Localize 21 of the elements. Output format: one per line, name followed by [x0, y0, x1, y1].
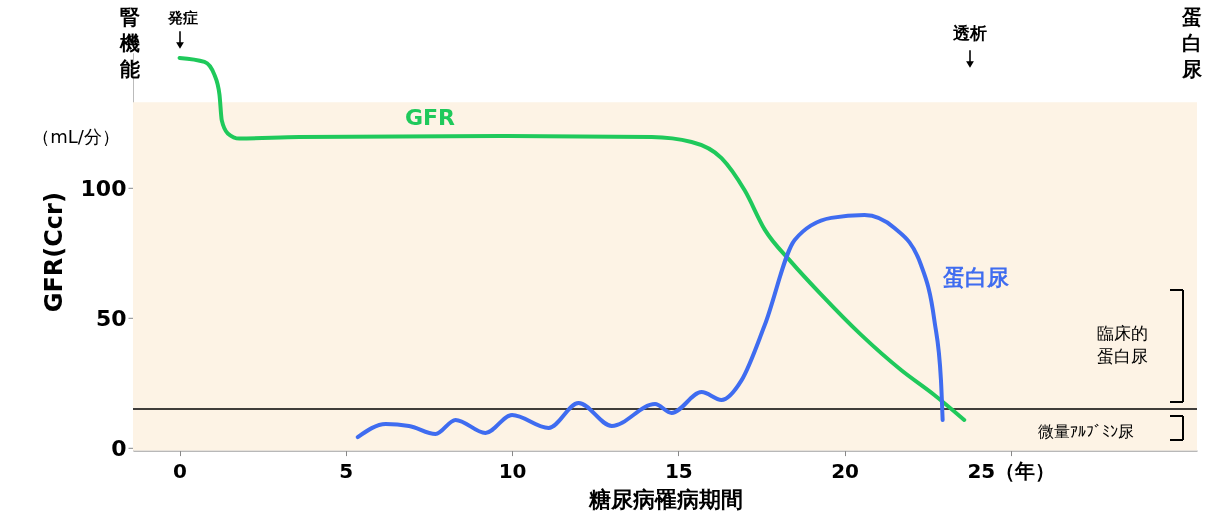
- x-tick-label: 25（年）: [967, 459, 1056, 484]
- text: 蛋白尿: [1182, 5, 1202, 81]
- x-tick-label: 20: [831, 459, 859, 484]
- y-tick-label: 50: [95, 305, 127, 331]
- text: 臨床的: [1096, 323, 1148, 343]
- text: 透析: [952, 23, 987, 43]
- x-tick-label: 15: [664, 459, 693, 484]
- y-axis-title: GFR(Ccr): [39, 192, 68, 313]
- x-tick-label: 10: [498, 459, 527, 484]
- series-label: 蛋白尿: [942, 265, 1010, 290]
- y-tick-label: 100: [80, 175, 127, 201]
- annotation: 腎機能: [119, 5, 140, 81]
- x-tick-label: 0: [173, 459, 188, 484]
- series-label: GFR: [404, 105, 456, 130]
- text: 発症: [167, 9, 198, 27]
- x-axis-title: 糖尿病罹病期間: [587, 487, 743, 513]
- y-tick-label: 0: [111, 435, 127, 461]
- x-tick-label: 5: [339, 459, 354, 484]
- annotation: 微量ｱﾙﾌﾞﾐﾝ尿: [1038, 422, 1134, 441]
- text: （mL/分）: [32, 126, 120, 147]
- annotation: 蛋白尿: [1096, 346, 1148, 366]
